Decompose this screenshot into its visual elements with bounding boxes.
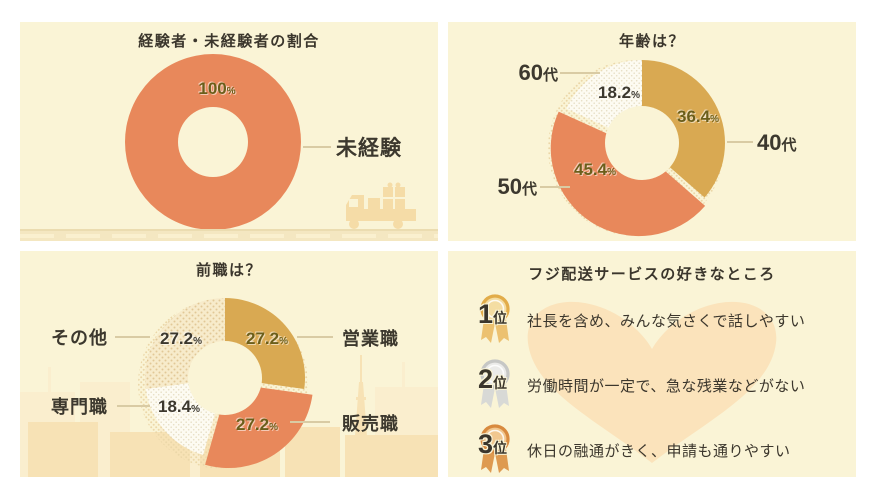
panel-previous-job: 前職は？ 27.2% 27.2% 18.4% 27.2% その他 営業職 専門職… — [20, 251, 438, 477]
gold-medal-icon — [480, 294, 510, 343]
silver-medal-icon — [480, 359, 510, 408]
ranking-item-2: 2位 労働時間が一定で、急な残業などがない — [478, 358, 848, 416]
chart-title-previous-job: 前職は？ — [195, 262, 262, 279]
previous-job-donut-chart — [138, 298, 313, 469]
leader-line-60s — [560, 72, 600, 74]
leader-line-50s — [540, 186, 570, 188]
ranking-text-3: 休日の融通がきく、申請も通りやすい — [527, 443, 791, 460]
leader-line-sales — [297, 336, 333, 338]
category-label-40s: 40代 — [757, 130, 797, 155]
leader-line-inexperienced — [303, 146, 331, 148]
percent-label-60s: 18.2% — [598, 83, 640, 102]
ranking-item-3: 3位 休日の融通がきく、申請も通りやすい — [478, 423, 848, 477]
category-label-60s: 60代 — [518, 60, 559, 85]
road-strip — [20, 229, 438, 241]
category-label-specialist: 専門職 — [51, 397, 108, 417]
panel-experience-ratio: 経験者・未経験者の割合 100% 未経験 — [20, 22, 438, 241]
chart-title-experience: 経験者・未経験者の割合 — [138, 33, 320, 50]
percent-label-40s: 36.4% — [677, 107, 719, 126]
category-label-50s: 50代 — [497, 174, 538, 199]
ranking-text-1: 社長を含め、みんな気さくで話しやすい — [527, 313, 806, 330]
ranking-text-2: 労働時間が一定で、急な残業などがない — [527, 378, 806, 395]
rank-label-3: 3位 — [478, 429, 508, 459]
panel-favorite-points: フジ配送サービスの好きなところ 1位 社長を含め、みんな気さくで話しやすい 2位 — [448, 251, 856, 477]
ranking-item-1: 1位 社長を含め、みんな気さくで話しやすい — [478, 293, 848, 351]
leader-line-other — [115, 336, 150, 338]
category-label-inexperienced: 未経験 — [336, 137, 402, 160]
rank-label-1: 1位 — [478, 299, 508, 329]
age-donut-chart — [548, 59, 726, 237]
bronze-medal-icon — [480, 424, 510, 473]
category-label-other: その他 — [51, 328, 108, 348]
percent-label-specialist: 18.4% — [158, 397, 200, 416]
leader-line-40s — [727, 141, 753, 143]
delivery-truck-icon — [346, 182, 416, 229]
leader-line-specialist — [117, 405, 150, 407]
leader-line-retail — [290, 421, 330, 423]
percent-label-inexperienced: 100% — [198, 79, 236, 98]
category-label-retail: 販売職 — [342, 414, 399, 434]
percent-label-sales: 27.2% — [246, 329, 288, 348]
experience-donut-chart — [125, 54, 301, 230]
category-label-sales: 営業職 — [342, 329, 399, 349]
ranking-title: フジ配送サービスの好きなところ — [528, 266, 776, 283]
percent-label-retail: 27.2% — [236, 415, 278, 434]
chart-title-age: 年齢は？ — [618, 33, 685, 50]
rank-label-2: 2位 — [478, 364, 508, 394]
percent-label-50s: 45.4% — [574, 160, 616, 179]
heart-silhouette — [527, 301, 777, 463]
panel-age: 年齢は？ 36.4% 45.4% 18.2% 60代 40代 50代 — [448, 22, 856, 241]
percent-label-other: 27.2% — [160, 329, 202, 348]
